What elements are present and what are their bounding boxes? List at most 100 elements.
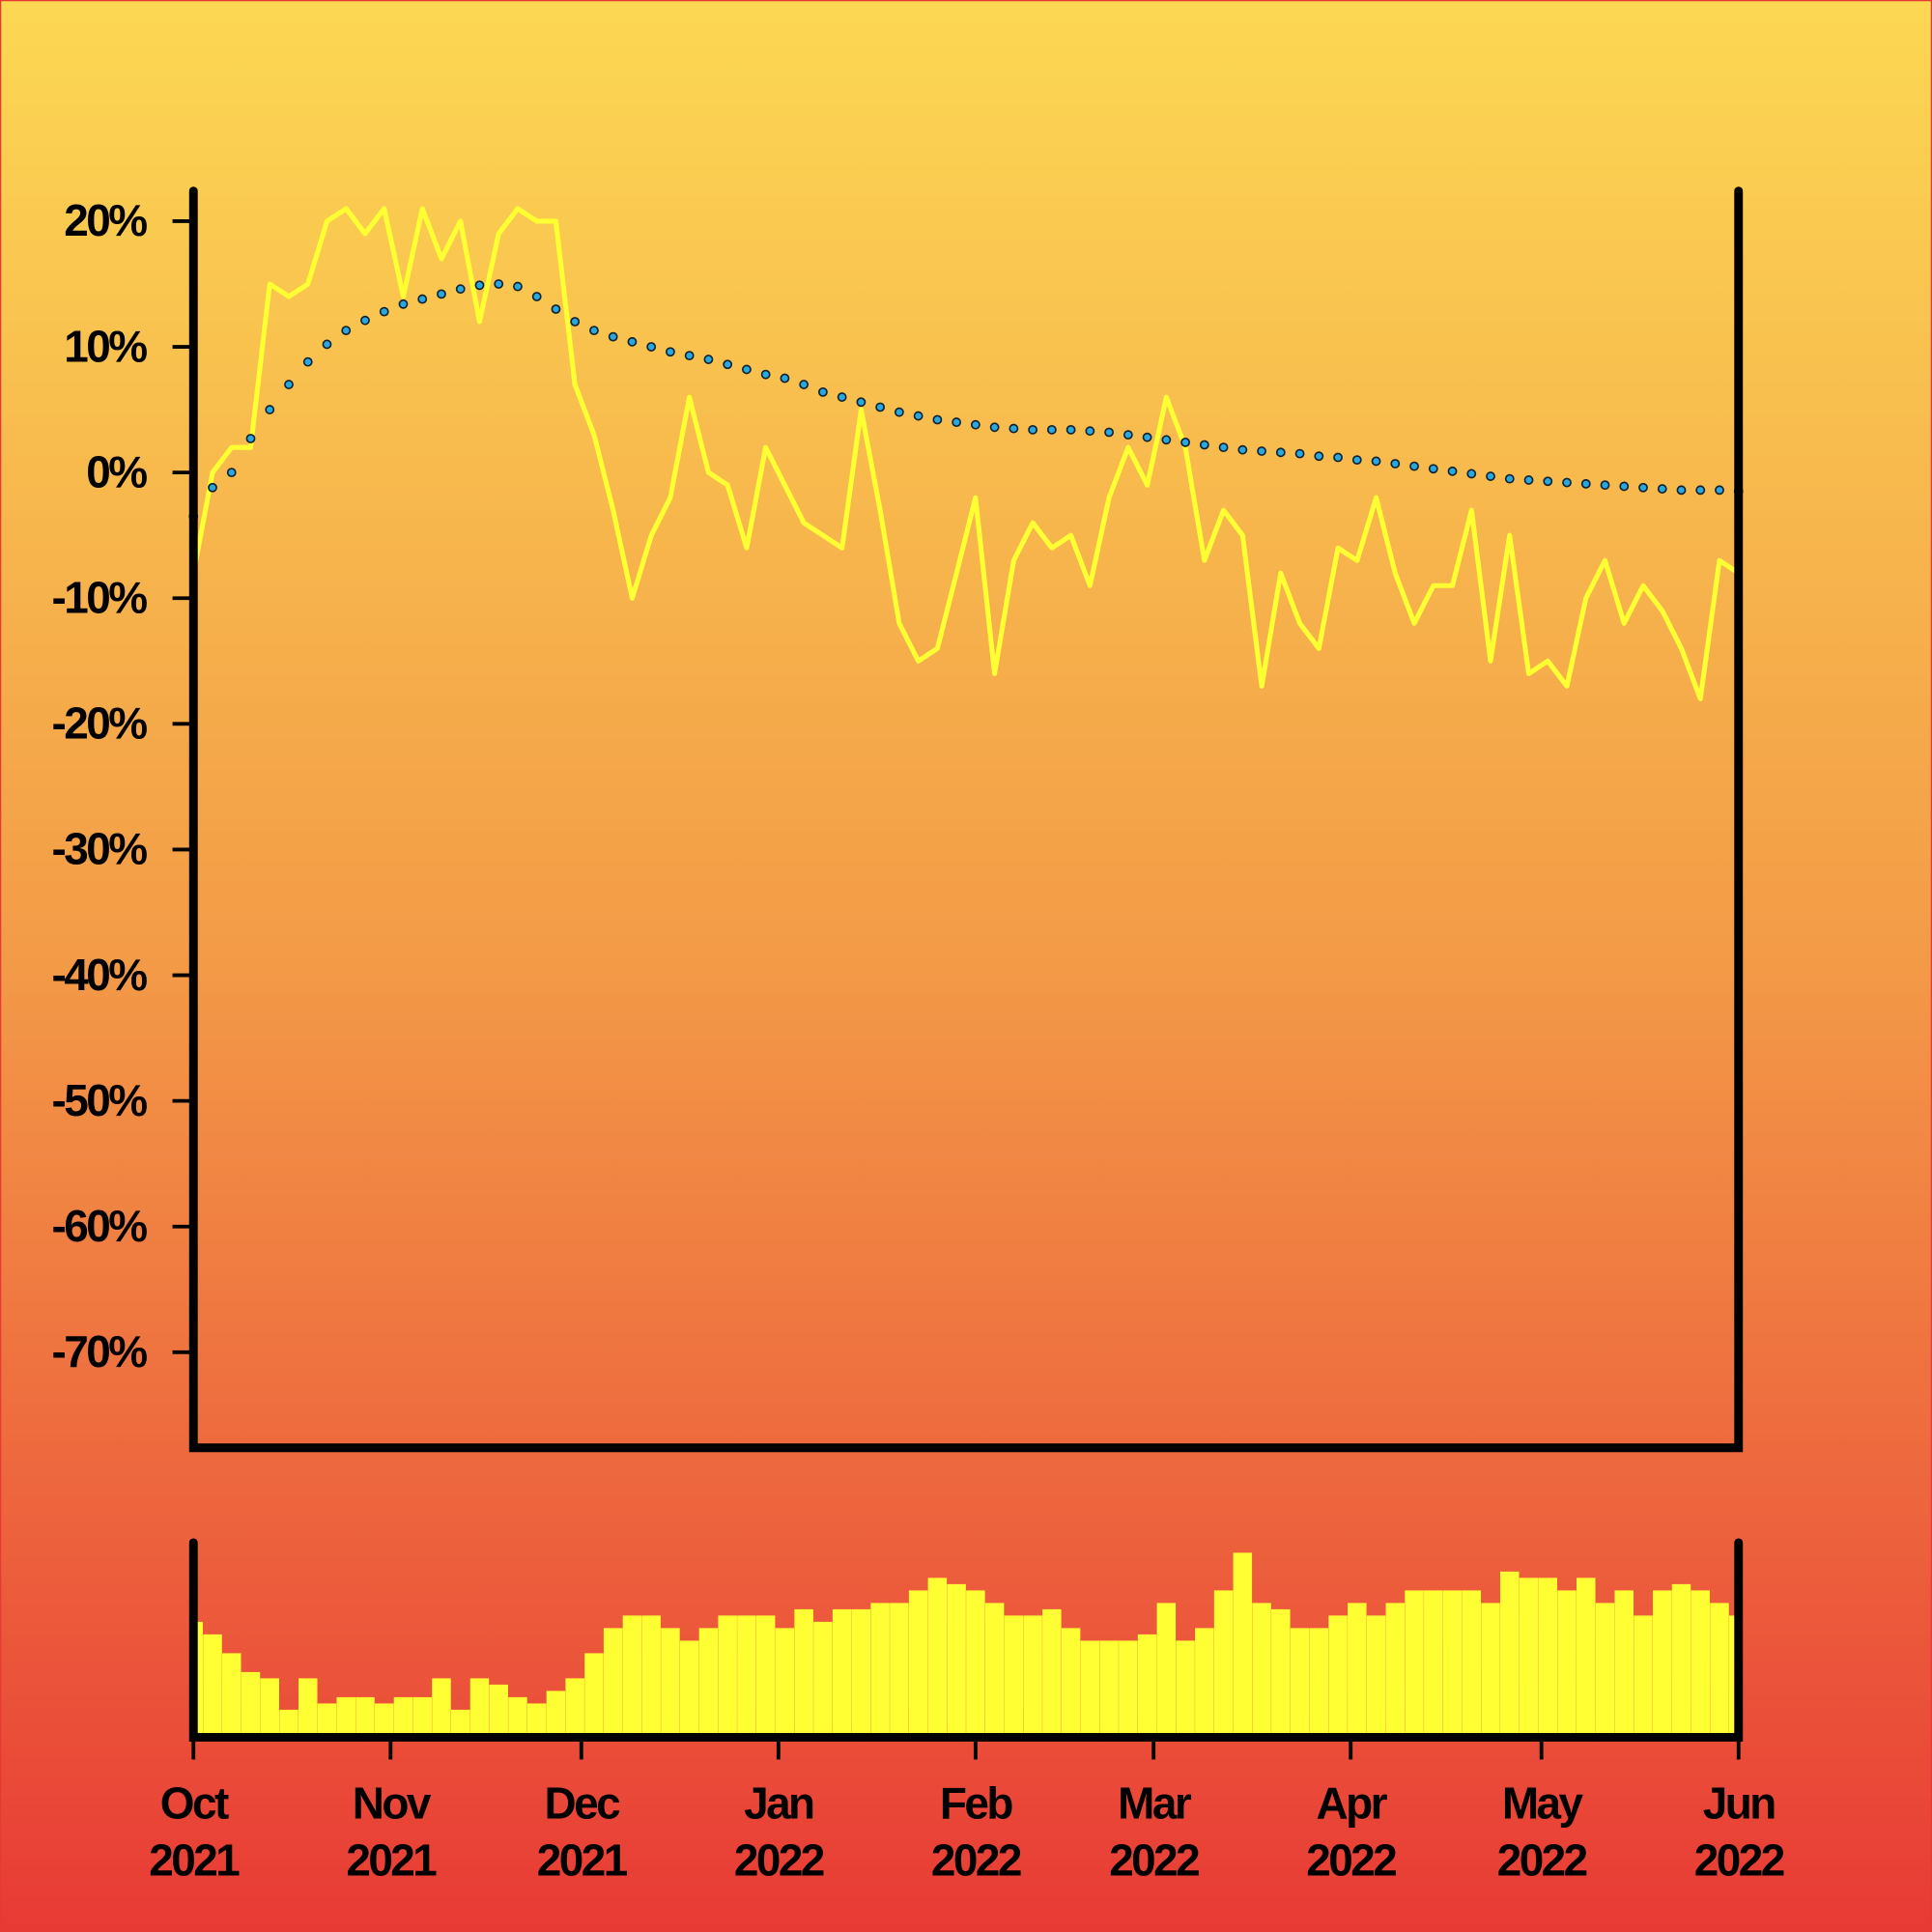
volume-bar (469, 1678, 490, 1735)
volume-bar (1348, 1603, 1367, 1735)
trend-dot (379, 306, 389, 317)
volume-bar (197, 1621, 204, 1735)
volume-bar (794, 1608, 813, 1735)
x-tick-label: May 2022 (1497, 1778, 1587, 1886)
trend-dot (208, 482, 217, 493)
y-tick-label: 10% (64, 321, 147, 371)
plot-layer: 20% 10% 0% -10% -20% -30% -40% -50% -60% -70% Oct 2… (52, 186, 1786, 1886)
volume-bar (432, 1678, 451, 1735)
trend-dot (1218, 442, 1229, 453)
trend-dot (1562, 477, 1572, 488)
trend-dot (589, 326, 599, 336)
trend-dot (1065, 424, 1076, 435)
trend-dot (1028, 424, 1038, 435)
trend-dot (1046, 424, 1057, 435)
trend-dot (1142, 432, 1152, 442)
volume-bar (755, 1615, 776, 1735)
volume-bar (1424, 1590, 1443, 1735)
volume-bar (1176, 1640, 1195, 1735)
volume-bar (1233, 1552, 1253, 1735)
volume-bar (584, 1653, 604, 1735)
volume-bar (1042, 1608, 1062, 1735)
volume-bar (679, 1640, 699, 1735)
trend-dot (1237, 444, 1248, 455)
x-tick-label: Dec 2021 (537, 1778, 628, 1886)
y-tick-label: -40% (52, 950, 148, 1000)
volume-bar (1137, 1634, 1157, 1735)
volume-bar (374, 1703, 394, 1735)
trend-dot (952, 417, 962, 428)
trend-dot (265, 405, 275, 414)
main-frame (188, 186, 1744, 1453)
trend-dot (570, 317, 581, 327)
y-tick-label: -70% (52, 1326, 148, 1377)
trend-dot (1504, 473, 1515, 484)
trend-dot (284, 380, 294, 389)
trend-dot (1580, 478, 1591, 489)
trend-dot (1695, 485, 1706, 496)
y-tick-label: -10% (52, 573, 148, 623)
volume-bar (1252, 1603, 1271, 1735)
trend-dot (1199, 440, 1209, 450)
trend-dot (1523, 475, 1534, 485)
x-tick-label: Mar 2022 (1109, 1778, 1199, 1886)
trend-dot (455, 284, 466, 295)
volume-bar (241, 1671, 261, 1735)
trend-dot (1486, 471, 1495, 481)
trend-dot (1085, 426, 1095, 437)
x-tick-label: Oct 2021 (149, 1778, 240, 1886)
trend-dot (1009, 423, 1019, 434)
trend-dot (894, 407, 904, 417)
trend-dot (1351, 455, 1362, 466)
trend-dot (684, 351, 695, 361)
volume-bar (526, 1703, 547, 1735)
volume-bar (1366, 1615, 1386, 1735)
volume-bar (1061, 1628, 1081, 1735)
trend-dot (780, 373, 790, 384)
volume-bar (565, 1678, 584, 1735)
trend-dot (1122, 430, 1133, 440)
volume-bar (298, 1678, 318, 1735)
volume-bar (927, 1577, 948, 1735)
trend-dot (1619, 481, 1630, 492)
trend-dot (1600, 480, 1610, 491)
volume-bar (1023, 1615, 1042, 1735)
trend-dot (1371, 456, 1381, 467)
y-tick-label: -60% (52, 1201, 148, 1251)
volume-bar (622, 1615, 642, 1735)
volume-bar (1442, 1590, 1463, 1735)
volume-bar (1481, 1603, 1500, 1735)
trend-dot (932, 414, 943, 425)
trend-dot (1180, 437, 1190, 447)
volume-bar (947, 1583, 966, 1735)
trend-dot (627, 336, 638, 347)
volume-bar (355, 1696, 375, 1735)
volume-bar (1728, 1615, 1735, 1735)
trend-dot (1543, 476, 1553, 487)
trend-dot (837, 392, 847, 402)
volume-bar (1671, 1583, 1691, 1735)
volume-bar (1271, 1608, 1291, 1735)
volume-bar (1290, 1628, 1310, 1735)
volume-bar (450, 1709, 470, 1735)
trend-dot (1333, 452, 1343, 463)
trend-dot (608, 331, 618, 342)
volume-bar (908, 1590, 928, 1735)
volume-bar (984, 1603, 1005, 1735)
x-tick-label: Nov 2021 (346, 1778, 437, 1886)
volume-bar (890, 1603, 909, 1735)
volume-bar (1519, 1577, 1539, 1735)
trend-dot (1657, 484, 1667, 494)
trend-dot (245, 434, 256, 443)
volume-bar (813, 1621, 833, 1735)
volume-bar (412, 1696, 432, 1735)
trend-dot (322, 339, 332, 350)
volume-bar (661, 1628, 680, 1735)
volume-bar (1080, 1640, 1100, 1735)
volume-bar (1099, 1640, 1119, 1735)
volume-bar (718, 1615, 737, 1735)
volume-bar (1710, 1603, 1729, 1735)
trend-dot (1447, 466, 1458, 476)
volume-bar (851, 1608, 871, 1735)
y-tick-label: -20% (52, 698, 148, 749)
